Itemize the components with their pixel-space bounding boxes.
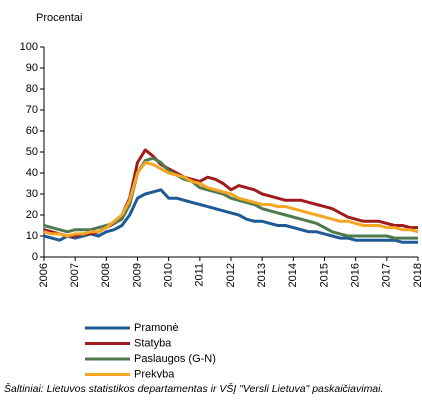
y-tick-label: 0 [32, 251, 38, 263]
y-tick-label: 100 [20, 41, 38, 53]
x-tick-label: 2009 [131, 263, 143, 287]
y-tick-label: 30 [26, 188, 38, 200]
x-tick-label: 2008 [100, 263, 112, 287]
y-tick-label: 70 [26, 104, 38, 116]
legend-label: Paslaugos (G-N) [134, 353, 216, 365]
legend-label: Pramonė [134, 322, 179, 334]
y-tick-label: 80 [26, 83, 38, 95]
chart: Procentai 0 10 20 30 40 50 60 70 80 90 100 2006 2007… [20, 12, 422, 381]
x-tick-label: 2010 [163, 263, 175, 287]
x-tick-label: 2016 [350, 263, 362, 287]
y-tick-label: 20 [26, 209, 38, 221]
x-tick-label: 2006 [38, 263, 50, 287]
series-line [43, 188, 418, 244]
legend-label: Statyba [134, 337, 172, 349]
series-line [43, 161, 419, 238]
x-tick-label: 2017 [381, 263, 393, 287]
x-tick-label: 2014 [287, 263, 299, 287]
x-tick-label: 2011 [194, 263, 206, 287]
x-tick-label: 2018 [412, 263, 422, 287]
x-tick-label: 2015 [318, 263, 330, 287]
x-tick-label: 2007 [69, 263, 81, 287]
x-tick-label: 2013 [256, 263, 268, 287]
x-tick-label: 2012 [225, 263, 237, 287]
y-tick-label: 50 [26, 146, 38, 158]
series-line [43, 156, 418, 240]
legend-label: Prekyba [134, 368, 175, 378]
y-tick-label: 10 [26, 230, 38, 242]
y-tick-label: 90 [26, 62, 38, 74]
y-axis-title: Procentai [36, 12, 82, 24]
source-note: Šaltiniai: Lietuvos statistikos departam… [4, 383, 384, 395]
y-tick-label: 40 [26, 167, 38, 179]
y-tick-label: 60 [26, 125, 38, 137]
